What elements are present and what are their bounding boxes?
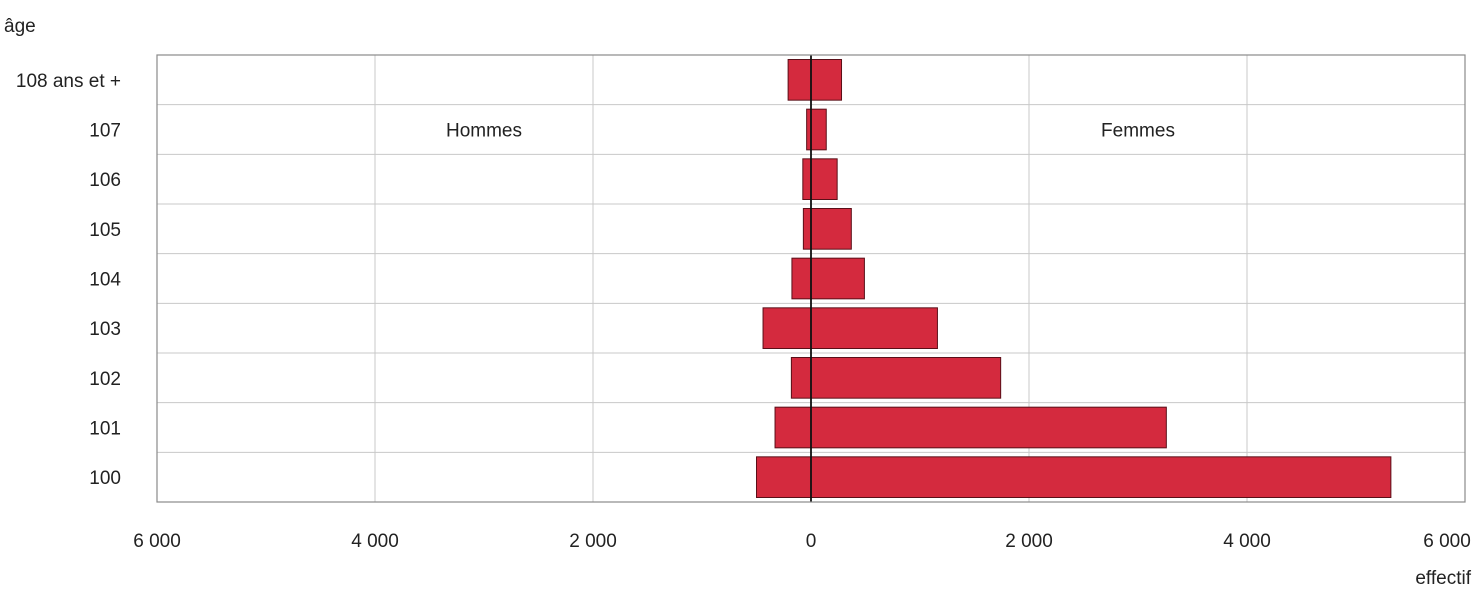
bar-femmes-108-ans-et- [810,59,843,101]
x-tick-label: 6 000 [1423,531,1471,552]
bar-femmes-100 [810,456,1392,499]
series-label-femmes: Femmes [1101,121,1175,142]
y-tick-label: 108 ans et + [16,71,121,92]
y-tick-label: 101 [89,419,121,440]
bar-femmes-105 [810,208,852,250]
bar-femmes-102 [810,357,1002,399]
y-tick-label: 104 [89,270,121,291]
y-axis-title: âge [4,16,36,37]
y-tick-label: 103 [89,319,121,340]
y-tick-label: 100 [89,468,121,489]
bar-hommes-104 [791,257,812,300]
x-tick-label: 2 000 [1005,531,1053,552]
bar-femmes-104 [810,257,865,300]
bar-femmes-101 [810,406,1167,449]
x-tick-label: 0 [806,531,817,552]
y-tick-label: 106 [89,170,121,191]
plot-frame [156,54,1466,503]
x-tick-label: 4 000 [351,531,399,552]
bar-hommes-101 [774,406,812,449]
labels: 108 ans et + 107 106 105 104 103 102 101 100 6 00… [4,16,1472,589]
x-tick-label: 4 000 [1223,531,1271,552]
x-axis-title: effectif [1415,568,1471,589]
bars [756,59,1392,499]
x-tick-label: 2 000 [569,531,617,552]
y-tick-label: 105 [89,220,121,241]
y-tick-label: 107 [89,121,121,142]
bar-hommes-106 [802,158,812,200]
series-label-hommes: Hommes [446,121,522,142]
bar-hommes-105 [802,208,812,250]
bar-hommes-103 [762,307,812,350]
bar-femmes-107 [810,108,827,151]
bar-femmes-106 [810,158,838,200]
bar-hommes-102 [790,357,812,399]
bar-hommes-108-ans-et- [787,59,812,101]
bar-femmes-103 [810,307,938,350]
bar-hommes-100 [756,456,812,499]
y-tick-label: 102 [89,369,121,390]
x-tick-label: 6 000 [133,531,181,552]
